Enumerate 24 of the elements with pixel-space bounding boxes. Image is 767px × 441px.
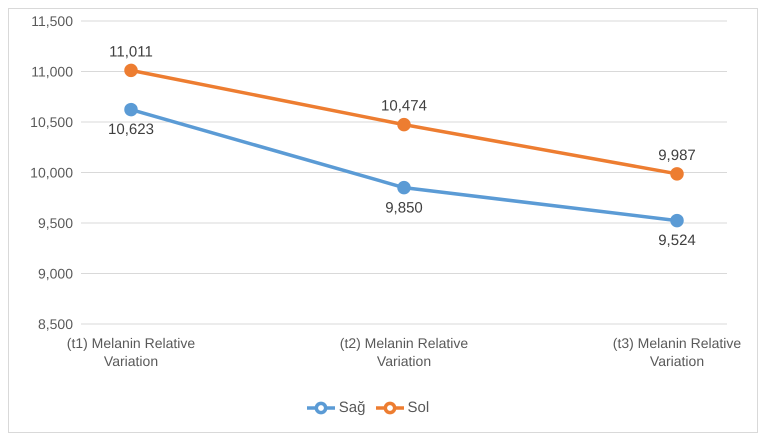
point bbox=[397, 180, 411, 194]
y-tick-label: 11,000 bbox=[31, 63, 74, 80]
legend-label: Sol bbox=[408, 398, 430, 416]
y-tick-label: 9,500 bbox=[38, 214, 74, 231]
y-tick-label: 10,000 bbox=[30, 164, 74, 180]
y-tick-label: 10,500 bbox=[30, 114, 74, 130]
point bbox=[397, 118, 411, 132]
data-label: 10,474 bbox=[381, 98, 427, 115]
point bbox=[124, 64, 138, 78]
y-tick-label: 11,500 bbox=[31, 12, 74, 29]
point bbox=[670, 214, 684, 228]
data-label: 9,850 bbox=[385, 199, 423, 216]
data-label: 11,011 bbox=[109, 43, 153, 60]
data-label: 9,524 bbox=[658, 232, 696, 250]
x-tick-label: (t1) Melanin Relative Variation bbox=[66, 335, 196, 369]
x-tick-label: (t2) Melanin Relative Variation bbox=[340, 335, 468, 369]
legend-label: Sağ bbox=[338, 398, 366, 416]
point bbox=[124, 102, 138, 116]
data-label: 10,623 bbox=[108, 121, 154, 138]
y-tick-label: 8,500 bbox=[38, 316, 74, 332]
x-tick-label: (t3) Melanin Relative Variation bbox=[612, 335, 742, 369]
point bbox=[670, 167, 684, 181]
y-tick-label: 9,000 bbox=[38, 265, 74, 282]
data-label: 9,987 bbox=[658, 146, 696, 164]
